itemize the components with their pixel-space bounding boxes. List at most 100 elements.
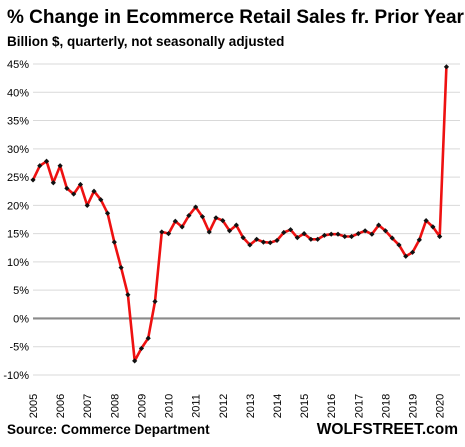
data-point (152, 298, 158, 305)
y-tick-label: 45% (7, 59, 29, 71)
data-point (50, 180, 56, 186)
data-point (254, 236, 260, 242)
data-point (389, 235, 395, 241)
data-point (403, 253, 409, 259)
data-point (159, 229, 165, 235)
series-line (31, 66, 448, 363)
data-point (430, 224, 436, 230)
data-point (91, 188, 97, 194)
data-point (57, 163, 63, 169)
data-point (186, 212, 192, 219)
data-point (342, 233, 348, 240)
x-tick-label: 2007 (82, 394, 94, 418)
y-axis: -10% -5% 0% 5% 10% 15% 20% 25% 30% 35% 40% 45% (3, 59, 29, 382)
data-point (206, 229, 212, 235)
chart-title: % Change in Ecommerce Retail Sales fr. P… (7, 7, 465, 28)
data-point (220, 218, 226, 224)
data-point (71, 191, 77, 197)
data-point (84, 202, 90, 208)
y-tick-label: 5% (13, 285, 29, 297)
x-tick-label: 2009 (136, 394, 148, 418)
x-tick-label: 2006 (55, 394, 67, 418)
data-point (301, 231, 307, 237)
data-point (287, 227, 294, 233)
data-point (247, 242, 253, 248)
x-tick-label: 2014 (272, 394, 284, 418)
brand-label: WOLFSTREET.com (317, 421, 458, 438)
data-point (233, 222, 239, 228)
data-point (423, 218, 429, 224)
data-point (165, 231, 172, 237)
data-point (145, 335, 151, 341)
data-point (355, 231, 361, 237)
x-tick-label: 2017 (353, 394, 365, 418)
x-tick-label: 2005 (28, 394, 40, 418)
data-point (30, 177, 36, 183)
x-tick-label: 2020 (435, 394, 447, 418)
y-tick-label: -5% (9, 342, 29, 354)
data-point (193, 204, 199, 210)
y-tick-label: -10% (3, 370, 29, 382)
data-point (260, 239, 267, 245)
data-point (328, 231, 334, 237)
data-point (37, 163, 43, 169)
data-point (369, 231, 375, 237)
data-point (104, 210, 111, 216)
data-point (348, 233, 355, 240)
data-point (362, 228, 368, 234)
data-point (409, 249, 416, 255)
data-point (315, 236, 321, 242)
data-point (125, 292, 131, 298)
grid-lines (33, 63, 460, 376)
y-tick-label: 25% (7, 172, 29, 184)
data-point (98, 197, 104, 203)
data-point (396, 242, 402, 248)
y-tick-label: 30% (7, 144, 29, 156)
x-tick-label: 2015 (299, 394, 311, 418)
data-point (274, 237, 280, 244)
data-point (382, 228, 389, 234)
data-point (199, 214, 206, 220)
data-point (443, 64, 450, 70)
data-point (138, 345, 145, 352)
data-point (111, 239, 117, 245)
x-tick-label: 2010 (164, 394, 176, 418)
data-point (294, 234, 300, 241)
x-tick-label: 2013 (245, 394, 257, 418)
y-tick-label: 35% (7, 116, 29, 128)
data-point (240, 234, 246, 241)
data-point (179, 224, 185, 230)
x-tick-label: 2016 (326, 394, 338, 418)
data-point (437, 233, 443, 240)
data-point (335, 231, 341, 237)
source-note: Source: Commerce Department (7, 422, 210, 437)
data-point (118, 264, 124, 271)
y-tick-label: 20% (7, 200, 29, 212)
data-point (281, 229, 287, 236)
y-tick-label: 0% (13, 313, 29, 325)
y-tick-label: 10% (7, 257, 29, 269)
data-point (416, 237, 422, 243)
data-point (376, 222, 382, 228)
data-point (213, 215, 219, 221)
chart-subtitle: Billion $, quarterly, not seasonally adj… (7, 34, 284, 49)
data-point (64, 185, 70, 191)
y-tick-label: 40% (7, 87, 29, 99)
data-point (132, 358, 138, 364)
x-tick-label: 2019 (408, 394, 420, 418)
data-point (226, 228, 233, 234)
data-point (321, 232, 328, 238)
data-point (308, 236, 314, 242)
data-point (77, 181, 84, 188)
data-point (267, 240, 273, 246)
data-point (172, 218, 178, 224)
x-tick-label: 2008 (109, 394, 121, 418)
series-layer (30, 64, 450, 364)
x-axis: 2005 2006 2007 2008 2009 2010 2011 2012 2013 2014… (28, 394, 447, 418)
data-point (43, 158, 50, 164)
y-tick-label: 15% (7, 229, 29, 241)
x-tick-label: 2011 (191, 394, 203, 418)
x-tick-label: 2012 (218, 394, 230, 418)
